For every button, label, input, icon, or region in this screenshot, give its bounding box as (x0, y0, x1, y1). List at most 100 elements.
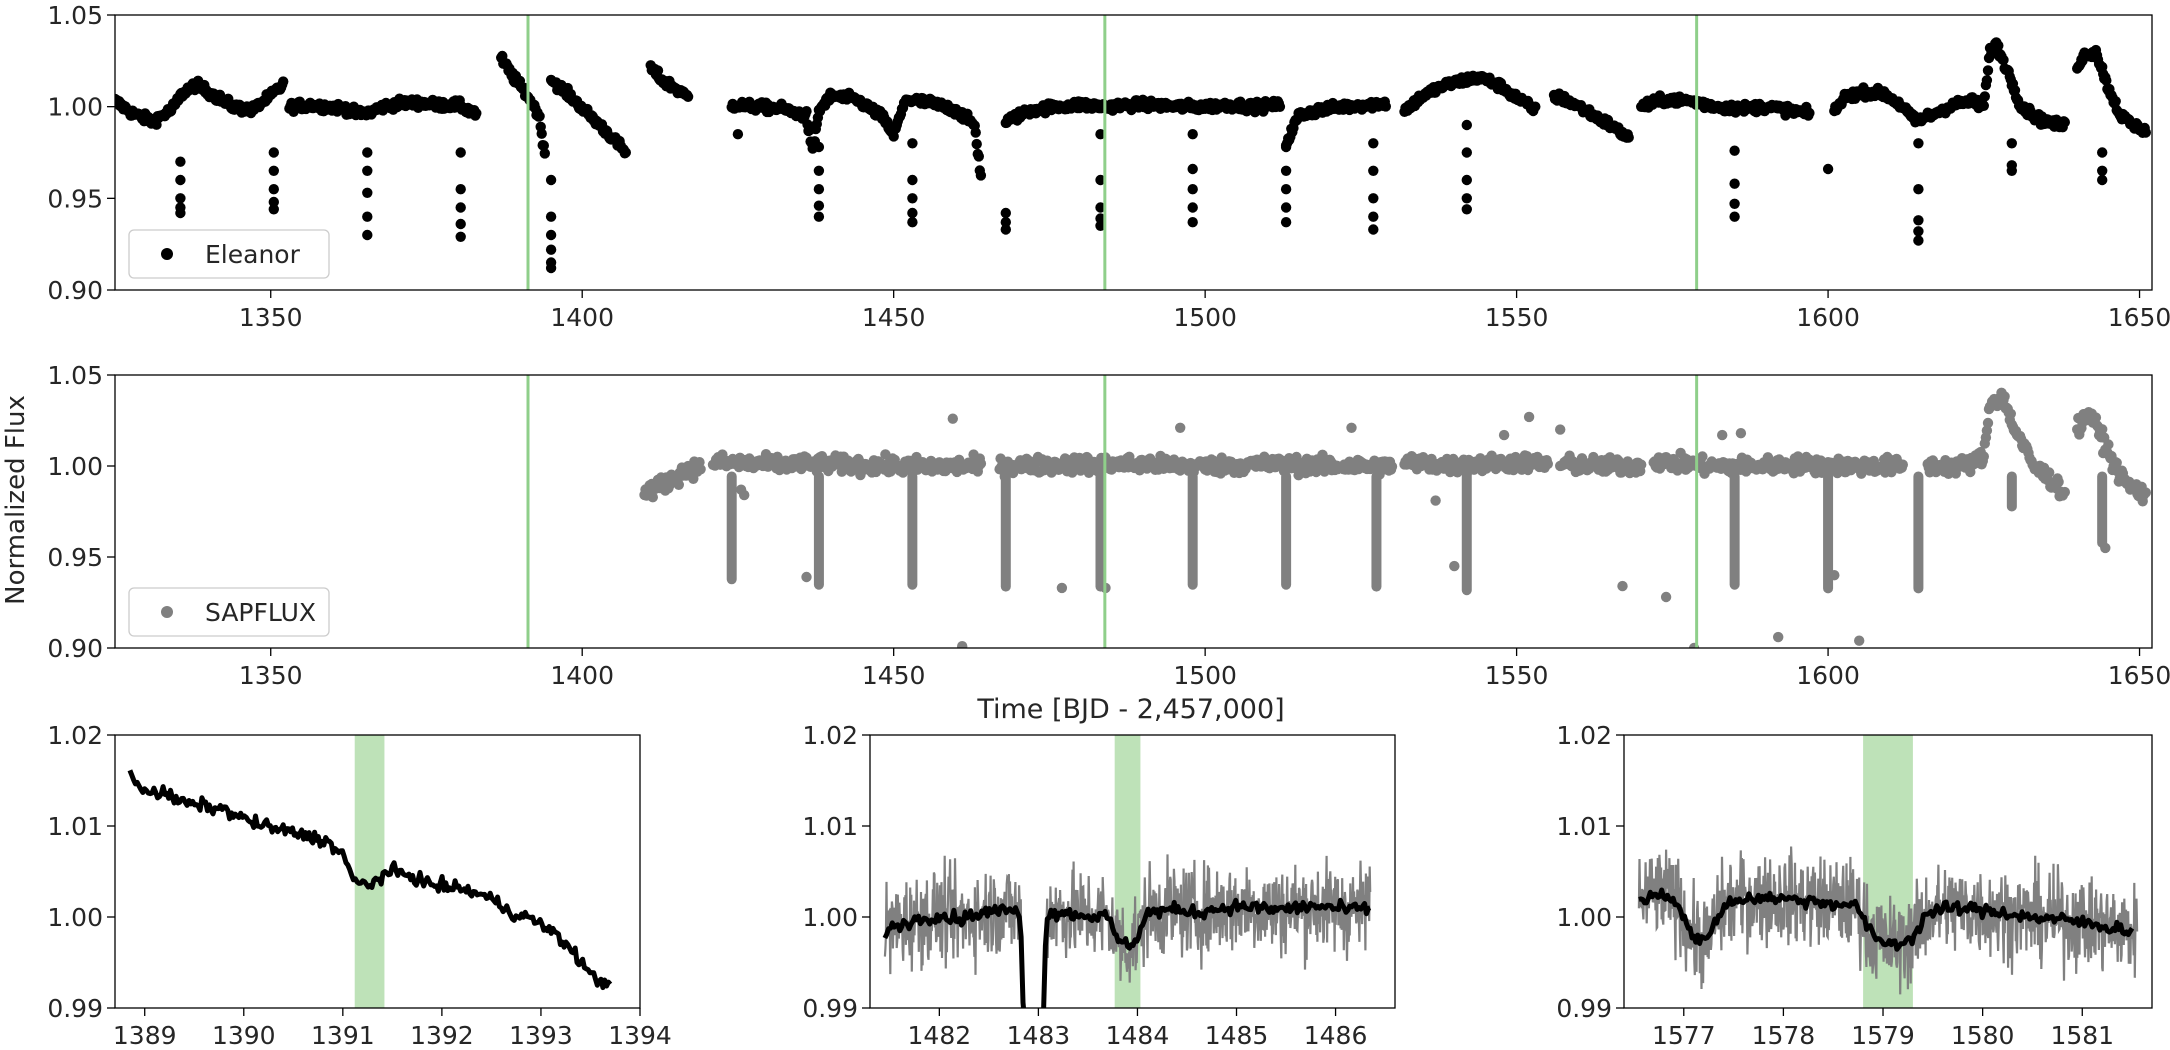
transit-dip (1187, 471, 1198, 590)
data-point (1617, 580, 1628, 592)
data-point (813, 200, 825, 211)
data-point (1735, 428, 1747, 439)
panel-sapflux: 1350 1400 1450 1500 1550 1600 1650 0.90 0.95 1.00… (47, 361, 2170, 690)
data-point (1095, 129, 1106, 140)
data-point (975, 170, 987, 181)
transit-dip (813, 471, 824, 590)
x-tick-label: 1483 (1007, 1021, 1071, 1046)
plot-area-zoom-2 (882, 735, 1372, 1008)
data-point (907, 207, 918, 219)
data-point (1095, 174, 1106, 186)
binned-flux-line (127, 769, 613, 991)
data-point (813, 165, 825, 176)
data-point (1095, 202, 1106, 213)
data-point (175, 156, 186, 167)
data-point (647, 492, 658, 503)
data-point (362, 187, 373, 198)
x-tick-label: 1450 (862, 661, 926, 690)
y-tick-label: 1.02 (47, 721, 103, 750)
y-tick-label: 0.95 (47, 543, 103, 572)
data-point (362, 229, 373, 241)
x-tick-label: 1550 (1485, 661, 1549, 690)
data-point (2097, 174, 2108, 186)
data-point (1368, 211, 1379, 222)
data-point (1982, 65, 1994, 76)
data-point (813, 211, 825, 222)
x-tick-label: 1391 (311, 1021, 375, 1046)
y-axis-label: Normalized Flux (1, 395, 31, 605)
data-point (801, 571, 812, 583)
legend-label: SAPFLUX (205, 598, 316, 627)
data-point (2090, 412, 2102, 423)
panel-eleanor: 1350 1400 1450 1500 1550 1600 1650 0.90 0.95 1.00… (47, 1, 2170, 332)
x-tick-label: 1580 (1951, 1021, 2015, 1046)
data-point (1461, 204, 1473, 215)
data-point (455, 218, 466, 230)
data-point (1498, 429, 1510, 441)
data-point (620, 147, 631, 158)
data-point (536, 128, 547, 139)
data-point (2111, 457, 2122, 468)
data-point (1981, 75, 1993, 86)
x-tick-label: 1650 (2108, 303, 2170, 332)
y-tick-label: 1.02 (802, 721, 858, 750)
data-point (2100, 542, 2111, 554)
data-point (1280, 184, 1292, 195)
data-point (1913, 235, 1924, 246)
x-tick-label: 1600 (1796, 303, 1860, 332)
panel-zoom-2: 1482 1483 1484 1485 1486 0.99 1.00 1.01 1.02 (802, 721, 1396, 1050)
data-point (1660, 591, 1672, 603)
data-point (545, 174, 557, 186)
data-point (1530, 101, 1541, 112)
data-point (2005, 408, 2017, 419)
transit-dip (1729, 471, 1740, 590)
data-point (970, 127, 981, 138)
binned-flux-line (882, 897, 1372, 1008)
data-point (268, 147, 279, 158)
panel-zoom-1: 1389 1390 1391 1392 1393 1394 0.99 1.00 1.01 1.02 (47, 721, 672, 1050)
transit-dip (2097, 471, 2108, 548)
data-point (1979, 91, 1991, 102)
data-point (1773, 631, 1784, 643)
data-point (1717, 429, 1728, 441)
transit-dip (1000, 471, 1011, 592)
axes-frame (114, 734, 641, 1009)
data-point (801, 106, 812, 117)
data-point (907, 138, 918, 149)
x-tick-label: 1482 (908, 1021, 972, 1046)
y-tick-label: 0.99 (1556, 994, 1612, 1023)
data-point (1056, 582, 1068, 594)
data-point (268, 204, 279, 215)
raw-flux-line (1637, 846, 2139, 995)
data-point (673, 479, 684, 490)
y-tick-label: 1.00 (47, 452, 103, 481)
transit-dip (726, 471, 737, 585)
data-point (1981, 425, 1993, 436)
x-tick-label: 1577 (1652, 1021, 1716, 1046)
data-point (907, 193, 918, 204)
x-tick-label: 1400 (550, 661, 614, 690)
x-tick-label: 1350 (239, 661, 303, 690)
data-point (2097, 165, 2108, 176)
panel-zoom-3: 1577 1578 1579 1580 1581 0.99 1.00 1.01 1.02 (1556, 721, 2153, 1050)
data-point (362, 211, 373, 222)
axes-frame (114, 14, 2153, 291)
legend-box (128, 229, 330, 279)
data-point (1449, 560, 1460, 572)
x-tick-label: 1500 (1173, 661, 1237, 690)
data-point (545, 244, 557, 255)
data-point (1623, 132, 1634, 143)
data-point (1000, 207, 1011, 219)
y-tick-label: 1.05 (47, 361, 103, 390)
data-point (739, 489, 750, 501)
data-point (1461, 119, 1473, 131)
data-point (278, 76, 289, 87)
data-point (362, 165, 373, 176)
transit-dip (1913, 471, 1924, 594)
x-tick-label: 1394 (608, 1021, 672, 1046)
data-point (1913, 226, 1924, 237)
y-tick-label: 1.01 (47, 812, 103, 841)
data-point (2140, 127, 2151, 138)
transit-dip (1823, 471, 1834, 594)
